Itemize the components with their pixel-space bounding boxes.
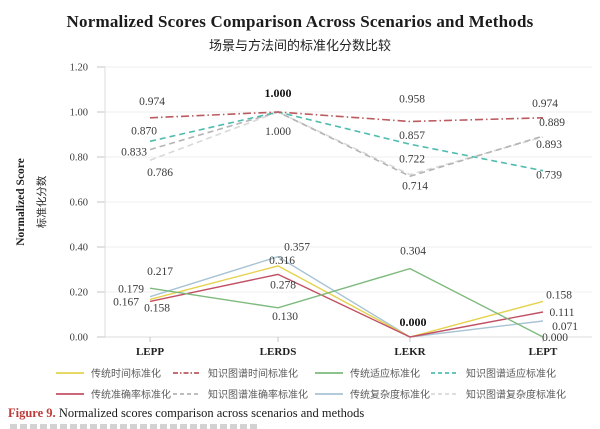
x-category-label: LEPT <box>529 346 558 358</box>
legend-item-kg-time: 知识图谱时间标准化 <box>173 362 315 383</box>
legend-label-trad-cplx: 传统复杂度标准化 <box>350 390 430 401</box>
series-line-trad-time <box>149 265 544 338</box>
data-label: 0.000 <box>542 332 568 344</box>
data-label: 0.893 <box>536 139 562 151</box>
series-line-trad-adapt <box>149 267 544 338</box>
data-label: 0.158 <box>144 302 170 314</box>
line-chart: 0.00 0.20 0.40 0.60 0.80 1.00 1.20 Normalized S… <box>15 63 592 358</box>
y-tick-label: 0.80 <box>70 153 88 164</box>
data-label: 0.304 <box>400 246 426 258</box>
data-label: 0.130 <box>272 311 298 323</box>
data-label: 1.000 <box>265 126 291 138</box>
legend-item-trad-adapt: 传统适应标准化 <box>315 362 431 383</box>
figure-caption: Figure 9. Normalized scores comparison a… <box>8 405 592 421</box>
data-label: 0.722 <box>399 154 425 166</box>
data-label: 0.833 <box>121 147 147 159</box>
data-label: 0.889 <box>539 117 565 129</box>
figure-caption-number: Figure 9. <box>8 406 56 420</box>
data-label: 0.974 <box>532 98 558 110</box>
series-line-trad-acc <box>149 273 544 338</box>
series-line-kg-time <box>149 111 544 123</box>
chart-subtitle: 场景与方法间的标准化分数比较 <box>208 38 391 53</box>
x-category-label: LEPP <box>136 346 164 358</box>
legend-label-kg-cplx: 知识图谱复杂度标准化 <box>466 390 566 401</box>
cropped-caption-line <box>10 424 260 429</box>
series-line-kg-cplx <box>149 111 544 176</box>
legend-item-trad-cplx: 传统复杂度标准化 <box>315 383 431 404</box>
legend-swatch-kg-cplx <box>431 392 459 395</box>
legend-label-kg-acc: 知识图谱准确率标准化 <box>208 390 308 401</box>
data-label: 0.870 <box>131 125 157 137</box>
legend-swatch-trad-cplx <box>315 392 343 395</box>
chart-legend: 传统时间标准化 知识图谱时间标准化 传统适应标准化 知识图谱适应标准化传统准确率标准化… <box>56 362 596 404</box>
legend-item-kg-adapt: 知识图谱适应标准化 <box>431 362 591 383</box>
data-label: 0.316 <box>269 255 295 267</box>
legend-swatch-trad-adapt <box>315 371 343 374</box>
y-tick-label: 1.20 <box>70 63 88 74</box>
data-label: 0.739 <box>536 170 562 182</box>
y-tick-label: 1.00 <box>70 108 88 119</box>
y-axis-title: Normalized Score <box>15 158 27 246</box>
chart-title: Normalized Scores Comparison Across Scen… <box>66 12 534 31</box>
data-label: 0.167 <box>113 296 139 308</box>
data-label: 0.071 <box>552 321 578 333</box>
data-label: 0.111 <box>549 307 574 319</box>
y-tick-label: 0.60 <box>70 198 88 209</box>
legend-swatch-trad-time <box>56 371 84 374</box>
data-label: 1.000 <box>265 86 292 100</box>
legend-swatch-kg-time <box>173 371 201 374</box>
data-label: 0.786 <box>147 167 173 179</box>
data-label: 0.958 <box>399 93 425 105</box>
x-category-label: LEKR <box>394 346 426 358</box>
legend-swatch-trad-acc <box>56 392 84 395</box>
data-label: 0.714 <box>402 180 428 192</box>
data-label: 0.158 <box>546 289 572 301</box>
legend-swatch-kg-adapt <box>431 371 459 374</box>
data-label: 0.000 <box>400 315 427 329</box>
data-label: 0.278 <box>270 279 296 291</box>
figure-caption-text: Normalized scores comparison across scen… <box>55 406 365 420</box>
legend-label-trad-acc: 传统准确率标准化 <box>91 390 171 401</box>
series-line-kg-adapt <box>149 111 544 172</box>
y-axis-title-secondary: 标准化分数 <box>35 175 48 228</box>
y-tick-label: 0.40 <box>70 243 88 254</box>
data-label: 0.357 <box>284 242 310 254</box>
series-line-trad-cplx <box>149 255 544 338</box>
y-tick-label: 0.20 <box>70 288 88 299</box>
legend-label-trad-adapt: 传统适应标准化 <box>350 369 420 380</box>
legend-item-trad-acc: 传统准确率标准化 <box>56 383 173 404</box>
data-label: 0.857 <box>399 130 425 142</box>
x-category-label: LERDS <box>260 346 297 358</box>
legend-label-kg-time: 知识图谱时间标准化 <box>208 369 298 380</box>
legend-item-kg-acc: 知识图谱准确率标准化 <box>173 383 315 404</box>
legend-item-trad-time: 传统时间标准化 <box>56 362 173 383</box>
y-tick-label: 0.00 <box>70 333 88 344</box>
legend-label-trad-time: 传统时间标准化 <box>91 369 161 380</box>
legend-swatch-kg-acc <box>173 392 201 395</box>
legend-label-kg-adapt: 知识图谱适应标准化 <box>466 369 556 380</box>
data-label: 0.974 <box>139 96 165 108</box>
legend-item-kg-cplx: 知识图谱复杂度标准化 <box>431 383 591 404</box>
data-label: 0.179 <box>118 284 144 296</box>
data-label: 0.217 <box>147 266 173 278</box>
